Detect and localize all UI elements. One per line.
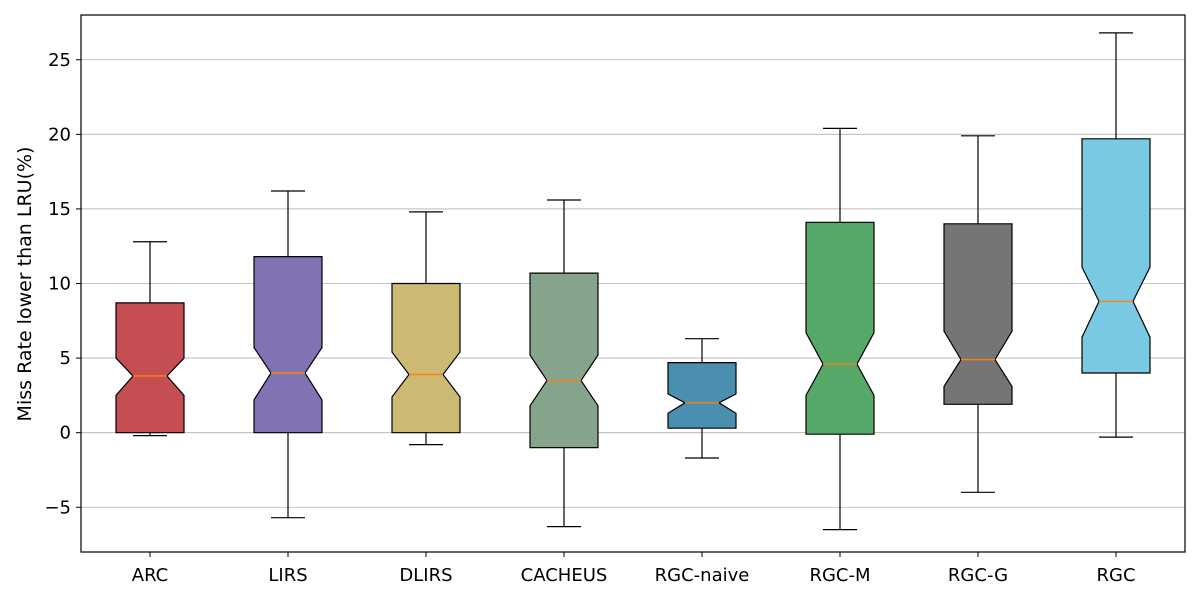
y-tick-label: 10 — [48, 274, 71, 295]
y-axis-ticks: −5 0 5 10 15 20 25 — [44, 50, 81, 518]
box-group-arc — [115, 241, 185, 437]
y-tick-label: 15 — [48, 199, 71, 220]
x-tick-label: RGC — [1096, 565, 1135, 586]
x-tick-label: CACHEUS — [521, 565, 608, 586]
x-tick-label: LIRS — [268, 565, 307, 586]
y-tick-label: 20 — [48, 124, 71, 145]
box-group-dlirs — [391, 211, 461, 446]
notched-box — [943, 223, 1013, 405]
box-group-cacheus — [529, 199, 599, 528]
notched-box — [667, 362, 737, 429]
x-tick-label: RGC-G — [948, 565, 1008, 586]
box-group-rgc — [1081, 32, 1151, 438]
y-tick-label: 25 — [48, 50, 71, 71]
x-tick-label: RGC-naive — [655, 565, 750, 586]
x-tick-label: RGC-M — [809, 565, 870, 586]
x-axis-ticks: ARC LIRS DLIRS CACHEUS RGC-naive RGC-M RGC-G RG… — [132, 552, 1136, 586]
notched-box — [391, 282, 461, 434]
y-tick-label: −5 — [44, 497, 71, 518]
box-group-rgc-m — [805, 127, 875, 531]
x-tick-label: ARC — [132, 565, 169, 586]
y-tick-label: 0 — [60, 423, 71, 444]
notched-box — [253, 256, 323, 434]
grid-layer — [81, 59, 1185, 508]
notched-box — [115, 302, 185, 434]
y-tick-label: 5 — [60, 348, 71, 369]
box-group-lirs — [253, 190, 323, 519]
y-axis-label: Miss Rate lower than LRU(%) — [14, 147, 36, 422]
notched-box — [1081, 138, 1151, 374]
notched-box — [529, 272, 599, 449]
box-group-rgc-g — [943, 135, 1013, 493]
notched-box — [805, 221, 875, 435]
box-group-rgc-naive — [667, 338, 737, 459]
x-tick-label: DLIRS — [399, 565, 452, 586]
box-layer — [115, 32, 1151, 531]
